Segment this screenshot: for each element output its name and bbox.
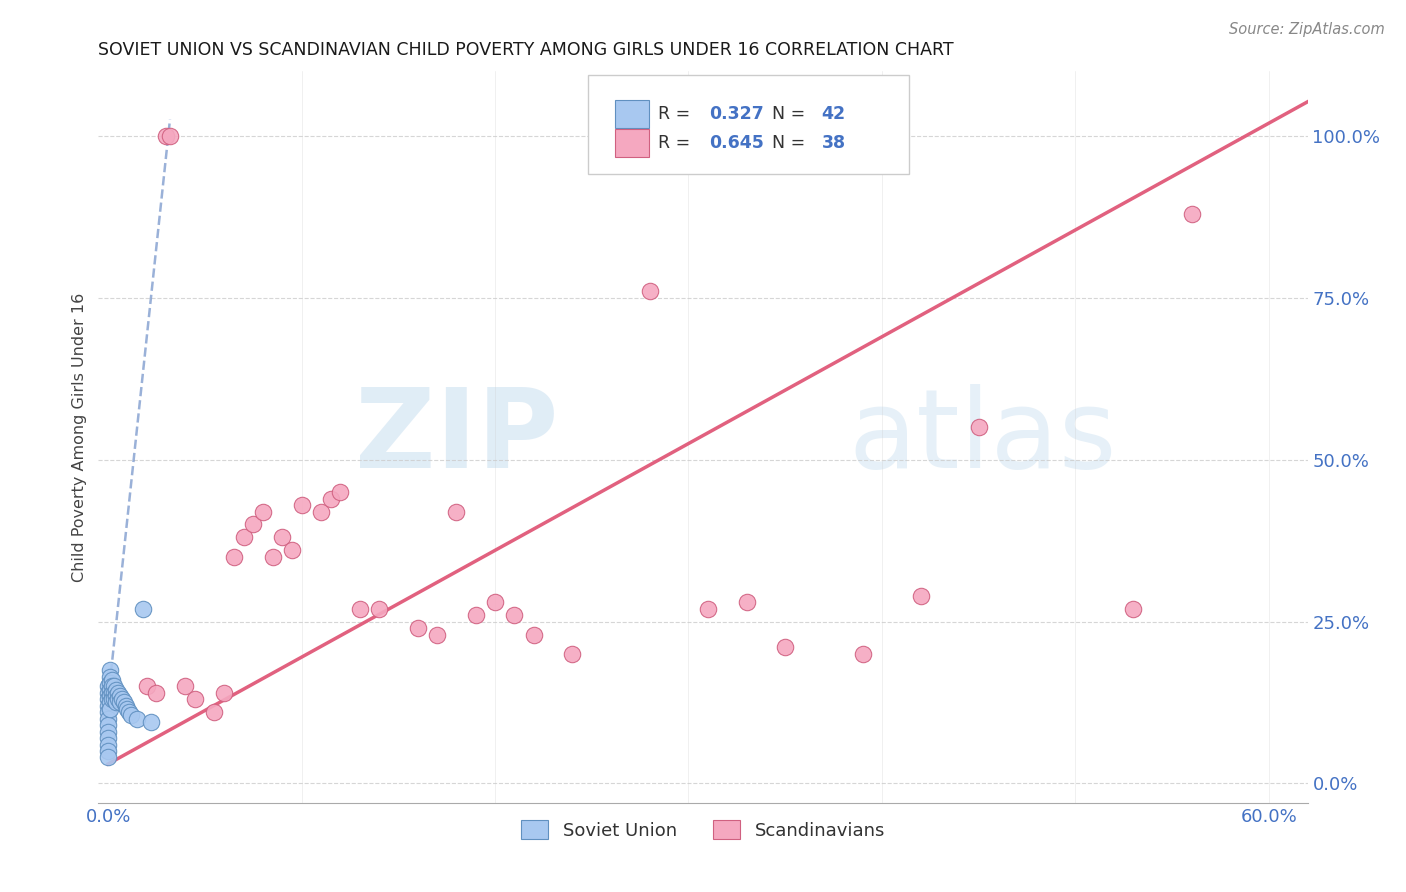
Point — [204, 705, 226, 719]
Text: SOVIET UNION VS SCANDINAVIAN CHILD POVERTY AMONG GIRLS UNDER 16 CORRELATION CHAR: SOVIET UNION VS SCANDINAVIAN CHILD POVER… — [98, 41, 955, 59]
Point — [271, 530, 294, 544]
Text: N =: N = — [772, 134, 811, 152]
Point — [98, 663, 121, 677]
Point — [120, 708, 142, 723]
Point — [503, 608, 526, 623]
Point — [446, 504, 468, 518]
Point — [103, 692, 125, 706]
Point — [174, 679, 197, 693]
Y-axis label: Child Poverty Among Girls Under 16: Child Poverty Among Girls Under 16 — [72, 293, 87, 582]
Text: R =: R = — [658, 105, 696, 123]
Point — [101, 686, 124, 700]
FancyBboxPatch shape — [614, 101, 648, 128]
Point — [406, 621, 429, 635]
Point — [638, 285, 661, 299]
Point — [97, 679, 120, 693]
Point — [98, 702, 121, 716]
Point — [159, 129, 181, 144]
Point — [212, 686, 235, 700]
Point — [222, 549, 245, 564]
Point — [97, 692, 120, 706]
Point — [127, 712, 149, 726]
Point — [111, 692, 134, 706]
Point — [104, 682, 127, 697]
Point — [696, 601, 718, 615]
Point — [1122, 601, 1144, 615]
Point — [852, 647, 875, 661]
Text: 38: 38 — [821, 134, 845, 152]
Point — [155, 129, 177, 144]
Point — [262, 549, 284, 564]
Point — [101, 692, 124, 706]
Point — [319, 491, 342, 506]
Point — [484, 595, 506, 609]
Point — [97, 712, 120, 726]
Point — [104, 696, 127, 710]
Point — [329, 485, 352, 500]
Text: 0.645: 0.645 — [709, 134, 763, 152]
Point — [368, 601, 391, 615]
Point — [773, 640, 796, 655]
Point — [107, 686, 129, 700]
Point — [104, 689, 127, 703]
Text: ZIP: ZIP — [354, 384, 558, 491]
Point — [132, 601, 155, 615]
Point — [184, 692, 207, 706]
Point — [1180, 207, 1202, 221]
Point — [107, 692, 129, 706]
Legend: Soviet Union, Scandinavians: Soviet Union, Scandinavians — [512, 811, 894, 848]
Point — [97, 686, 120, 700]
Text: N =: N = — [772, 105, 811, 123]
Text: R =: R = — [658, 134, 696, 152]
Point — [145, 686, 167, 700]
Point — [114, 698, 136, 713]
Text: atlas: atlas — [848, 384, 1116, 491]
Point — [112, 696, 135, 710]
Point — [139, 714, 162, 729]
Point — [561, 647, 583, 661]
Point — [108, 689, 131, 703]
Point — [290, 498, 312, 512]
Point — [103, 679, 125, 693]
Point — [108, 696, 131, 710]
Point — [97, 750, 120, 764]
Point — [97, 705, 120, 719]
Point — [97, 724, 120, 739]
Point — [967, 420, 990, 434]
Point — [281, 543, 304, 558]
Text: Source: ZipAtlas.com: Source: ZipAtlas.com — [1229, 22, 1385, 37]
Point — [464, 608, 486, 623]
Point — [735, 595, 758, 609]
Text: 42: 42 — [821, 105, 845, 123]
Point — [232, 530, 254, 544]
Point — [910, 589, 932, 603]
Point — [426, 627, 449, 641]
Point — [98, 696, 121, 710]
Point — [118, 705, 141, 719]
FancyBboxPatch shape — [614, 129, 648, 157]
Point — [101, 679, 124, 693]
Point — [98, 669, 121, 683]
Text: 0.327: 0.327 — [709, 105, 763, 123]
Point — [523, 627, 546, 641]
Point — [103, 686, 125, 700]
Point — [97, 731, 120, 745]
Point — [242, 517, 264, 532]
Point — [97, 718, 120, 732]
Point — [309, 504, 332, 518]
Point — [97, 738, 120, 752]
Point — [101, 673, 124, 687]
FancyBboxPatch shape — [588, 75, 908, 174]
Point — [98, 689, 121, 703]
Point — [349, 601, 371, 615]
Point — [97, 744, 120, 758]
Point — [98, 676, 121, 690]
Point — [135, 679, 157, 693]
Point — [97, 698, 120, 713]
Point — [252, 504, 274, 518]
Point — [98, 682, 121, 697]
Point — [117, 702, 139, 716]
